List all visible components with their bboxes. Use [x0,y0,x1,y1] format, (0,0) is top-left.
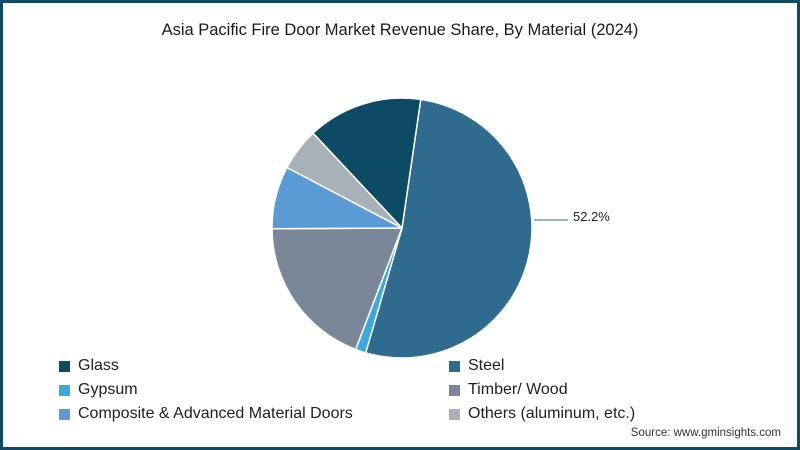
legend-swatch [449,408,460,420]
legend: Glass Steel Gypsum Timber/ Wood Composit… [59,355,719,425]
legend-label: Composite & Advanced Material Doors [78,405,353,422]
legend-label: Steel [468,357,505,374]
legend-label: Others (aluminum, etc.) [468,405,636,422]
pie-slice-steel [364,98,533,359]
legend-item-composite: Composite & Advanced Material Doors [59,403,449,425]
legend-item-steel: Steel [449,355,719,377]
chart-title: Asia Pacific Fire Door Market Revenue Sh… [161,21,639,39]
source-note: Source: www.gminsights.com [630,427,781,439]
legend-item-glass: Glass [59,355,449,377]
legend-item-timber-wood: Timber/ Wood [449,379,719,401]
legend-swatch [59,384,70,396]
legend-item-gypsum: Gypsum [59,379,449,401]
legend-swatch [59,408,70,420]
steel-value-label: 52.2% [573,209,610,224]
pie-slice-glass [312,97,422,229]
legend-label: Glass [78,357,119,374]
legend-swatch [449,360,460,372]
pie-chart [271,97,568,359]
legend-swatch [449,384,460,396]
legend-label: Gypsum [78,381,138,398]
pie-slice-timber-wood [271,227,403,351]
legend-swatch [59,360,70,372]
legend-label: Timber/ Wood [468,381,568,398]
legend-item-others: Others (aluminum, etc.) [449,403,719,425]
pie-slices [271,97,533,359]
